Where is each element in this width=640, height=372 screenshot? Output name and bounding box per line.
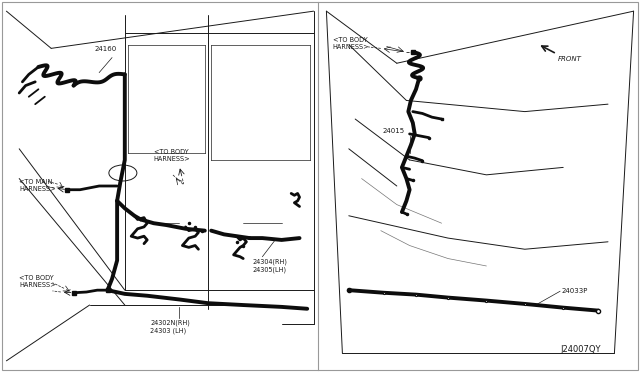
Text: 24304(RH)
24305(LH): 24304(RH) 24305(LH) xyxy=(253,259,287,273)
Text: FRONT: FRONT xyxy=(558,56,582,62)
Text: 24015: 24015 xyxy=(382,128,404,134)
Text: <TO BODY
HARNESS>: <TO BODY HARNESS> xyxy=(154,149,190,162)
Text: <TO MAIN
HARNESS>: <TO MAIN HARNESS> xyxy=(19,179,56,192)
Ellipse shape xyxy=(109,165,137,181)
Text: <TO BODY
HARNESS>: <TO BODY HARNESS> xyxy=(19,275,56,288)
Text: 24033P: 24033P xyxy=(561,288,588,294)
Text: J24007QY: J24007QY xyxy=(560,345,600,354)
Text: <TO BODY
HARNESS>: <TO BODY HARNESS> xyxy=(333,37,369,50)
Text: 24160: 24160 xyxy=(95,46,116,52)
Text: 24302N(RH)
24303 (LH): 24302N(RH) 24303 (LH) xyxy=(150,320,190,334)
